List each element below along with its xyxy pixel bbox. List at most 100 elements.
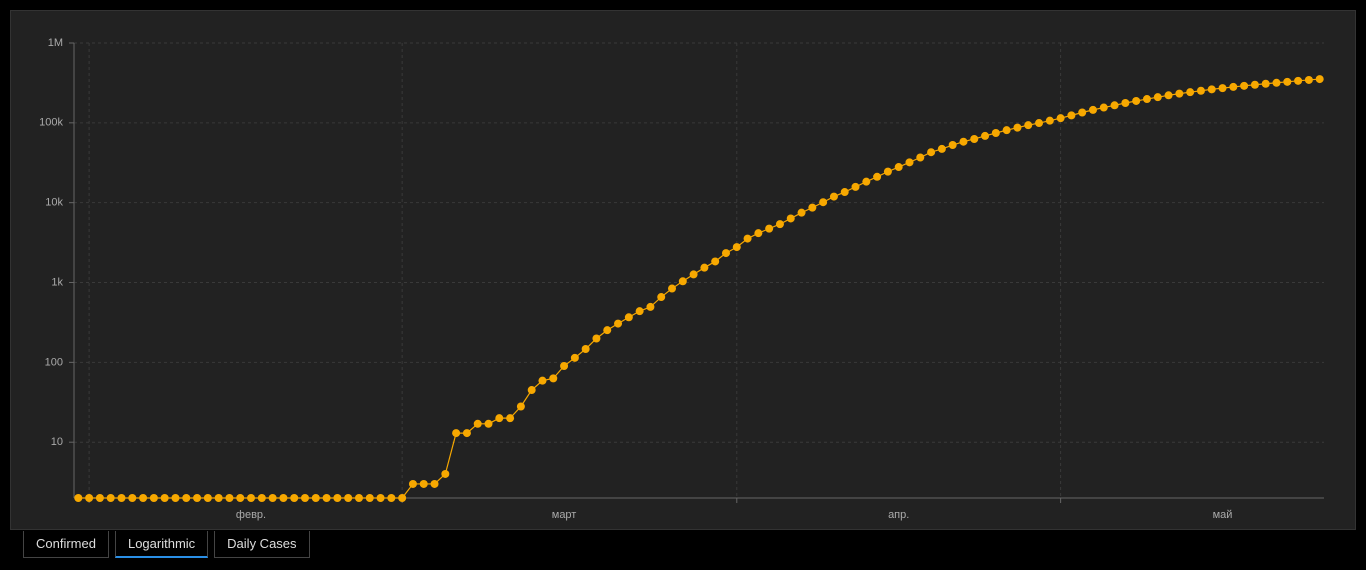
data-point [1045,116,1054,125]
data-point [268,494,277,502]
data-point [754,229,763,238]
data-point [829,192,838,201]
data-point [1283,77,1292,86]
data-point [1207,85,1216,94]
data-point [290,494,299,502]
data-point [193,494,202,502]
data-point [1056,114,1065,123]
data-point [149,494,158,502]
data-point [1261,79,1270,88]
data-point [1013,123,1022,132]
data-point [743,234,752,243]
data-point [592,334,601,343]
data-point [1035,119,1044,128]
data-point [279,494,288,502]
data-point [603,326,612,335]
data-point [311,494,320,502]
data-point [808,203,817,212]
data-point [408,479,417,488]
data-point [106,494,115,502]
data-point [247,494,256,502]
data-point [139,494,148,502]
data-point [581,344,590,353]
data-point [775,220,784,229]
chart-panel: 10 100 1k 10k 100k 1M февр. март апр. май [10,10,1356,530]
data-point [74,494,83,502]
data-point [1067,111,1076,120]
data-point [365,494,374,502]
data-point [538,376,547,385]
y-tick-label: 10 [51,436,63,448]
data-point [1142,95,1151,104]
data-point [85,494,94,502]
data-point [1110,101,1119,110]
y-tick-label: 1k [51,276,63,288]
data-point [398,494,407,502]
data-point [1272,78,1281,87]
data-point [527,386,536,395]
data-point [905,158,914,167]
data-point [495,414,504,423]
data-point [1315,75,1324,84]
data-point [646,302,655,311]
data-point [117,494,126,502]
tab-button[interactable]: Confirmed [23,531,109,558]
data-point [1218,84,1227,93]
data-point [473,419,482,428]
data-point [840,188,849,197]
data-point [668,284,677,293]
data-point [711,257,720,266]
data-point [549,374,558,383]
data-point [484,419,493,428]
data-point [203,494,212,502]
data-point [171,494,180,502]
data-point [1229,82,1238,91]
tab-button[interactable]: Logarithmic [114,531,209,558]
data-point [225,494,234,502]
y-tick-label: 1M [48,37,63,49]
data-point [916,153,925,162]
data-point [862,177,871,186]
data-point [387,494,396,502]
data-point [1164,91,1173,100]
data-point [819,198,828,207]
data-point [1186,88,1195,97]
data-point [430,479,439,488]
data-point [786,214,795,223]
x-tick-label: май [1213,509,1233,521]
data-point [160,494,169,502]
data-point [1002,126,1011,135]
data-point [689,270,698,279]
data-point [657,293,666,302]
data-point [1078,108,1087,117]
data-point [354,494,363,502]
chart: 10 100 1k 10k 100k 1M февр. март апр. май [39,37,1324,521]
data-point [1153,93,1162,102]
data-point [991,129,1000,138]
data-point [624,313,633,322]
y-tick-label: 100 [45,356,63,368]
tab-button[interactable]: Daily Cases [214,531,310,558]
data-point [1132,96,1141,105]
data-point [462,429,471,438]
data-point [322,494,331,502]
data-point [1294,76,1303,85]
data-point [1099,103,1108,112]
data-point [614,319,623,328]
data-point [927,148,936,157]
data-point [333,494,342,502]
data-point [883,167,892,176]
data-point [301,494,310,502]
data-point [95,494,104,502]
data-point [1196,86,1205,95]
data-point [765,224,774,233]
x-tick-label: февр. [236,509,266,521]
data-point [419,479,428,488]
data-point [128,494,137,502]
data-point [959,137,968,146]
data-point [851,182,860,191]
data-point [732,243,741,252]
data-point [678,277,687,286]
data-point [236,494,245,502]
data-point [506,414,515,423]
